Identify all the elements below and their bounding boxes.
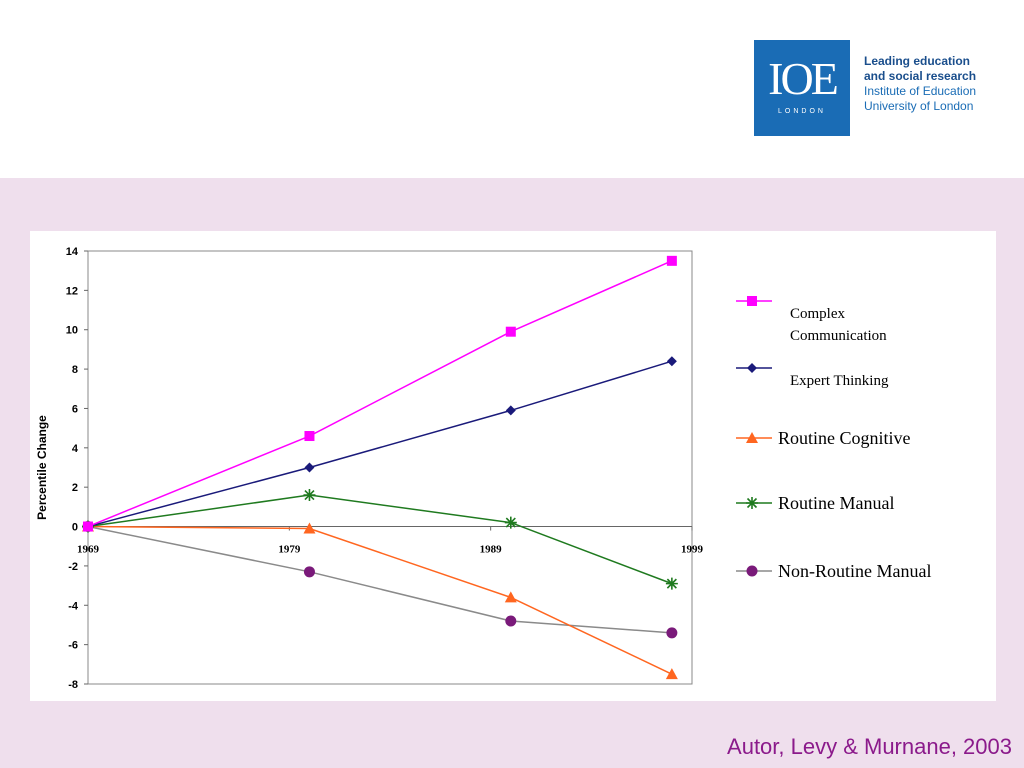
series-line-routine-cognitive: [87, 525, 673, 675]
y-tick-label-11: -8: [68, 679, 78, 691]
data-point-routine-cognitive-1: [303, 522, 316, 534]
logo-line-4: University of London: [864, 99, 974, 113]
legend-label-complex-communication-1: Communication: [790, 328, 887, 344]
legend-marker-routine-manual: [746, 497, 758, 509]
data-point-expert-thinking-1: [304, 462, 315, 473]
data-point-complex-communication-3: [666, 255, 677, 266]
data-point-routine-cognitive-3: [665, 668, 678, 680]
y-tick-label-0: 14: [66, 246, 79, 258]
line-chart: 14 12 10 8 6 4 2 0 -2 -4 -6 -8 1969 1979 1989 1999 Perce…: [35, 246, 931, 691]
series-line-routine-manual: [87, 494, 673, 585]
legend-marker-non-routine-manual: [746, 565, 758, 577]
legend-label-routine-manual: Routine Manual: [778, 493, 894, 513]
data-point-routine-manual-3: [665, 577, 678, 590]
data-point-non-routine-manual-3: [666, 627, 678, 639]
data-point-complex-communication-2: [505, 326, 516, 337]
logo-line-3: Institute of Education: [864, 84, 977, 98]
y-tick-label-2: 10: [66, 325, 78, 337]
y-tick-label-5: 4: [72, 443, 79, 455]
y-tick-label-1: 12: [66, 285, 78, 297]
y-tick-label-4: 6: [72, 403, 78, 415]
legend-marker-complex-communication: [747, 296, 757, 306]
x-tick-label-2: 1989: [480, 544, 503, 556]
plot-frame: [87, 250, 693, 685]
series-line-expert-thinking: [87, 360, 673, 528]
logo-subtitle: LONDON: [778, 108, 826, 115]
logo-mark: IOE: [768, 53, 839, 104]
y-tick-label-6: 2: [72, 482, 78, 494]
y-tick-label-9: -4: [68, 600, 79, 612]
data-point-complex-communication-1: [304, 431, 315, 442]
y-tick-label-7: 0: [72, 522, 78, 534]
citation: Autor, Levy & Murnane, 2003: [727, 734, 1012, 759]
logo-text: Leading education and social research In…: [864, 54, 1014, 114]
legend-label-expert-thinking: Expert Thinking: [790, 373, 889, 389]
legend-marker-routine-cognitive: [746, 432, 758, 443]
legend-label-non-routine-manual: Non-Routine Manual: [778, 561, 931, 581]
y-tick-label-8: -2: [68, 561, 78, 573]
ioe-logo: IOE LONDON: [754, 40, 850, 136]
logo-line-1: Leading education: [864, 54, 971, 68]
data-point-non-routine-manual-2: [505, 615, 517, 627]
series-line-non-routine-manual: [87, 525, 672, 634]
series-line-complex-communication: [87, 260, 673, 528]
data-point-expert-thinking-3: [666, 356, 677, 367]
data-point-non-routine-manual-1: [303, 566, 315, 578]
data-point-expert-thinking-2: [505, 405, 516, 416]
y-axis-label: Percentile Change: [35, 415, 49, 520]
data-point-complex-communication-0: [83, 521, 93, 532]
x-tick-label-0: 1969: [77, 544, 100, 556]
legend-label-complex-communication: Complex: [790, 306, 845, 322]
data-point-routine-cognitive-2: [504, 591, 517, 603]
data-point-routine-manual-2: [504, 516, 517, 529]
logo-line-2: and social research: [864, 69, 977, 83]
x-tick-label-3: 1999: [681, 544, 704, 556]
y-tick-label-3: 8: [72, 364, 78, 376]
data-point-routine-manual-1: [303, 489, 316, 502]
legend-label-routine-cognitive: Routine Cognitive: [778, 428, 911, 448]
x-tick-label-1: 1979: [278, 544, 301, 556]
chart-panel: 14 12 10 8 6 4 2 0 -2 -4 -6 -8 1969 1979 1989 1999 Perce…: [30, 231, 996, 701]
y-tick-label-10: -6: [68, 640, 78, 652]
legend-marker-expert-thinking: [747, 363, 757, 373]
